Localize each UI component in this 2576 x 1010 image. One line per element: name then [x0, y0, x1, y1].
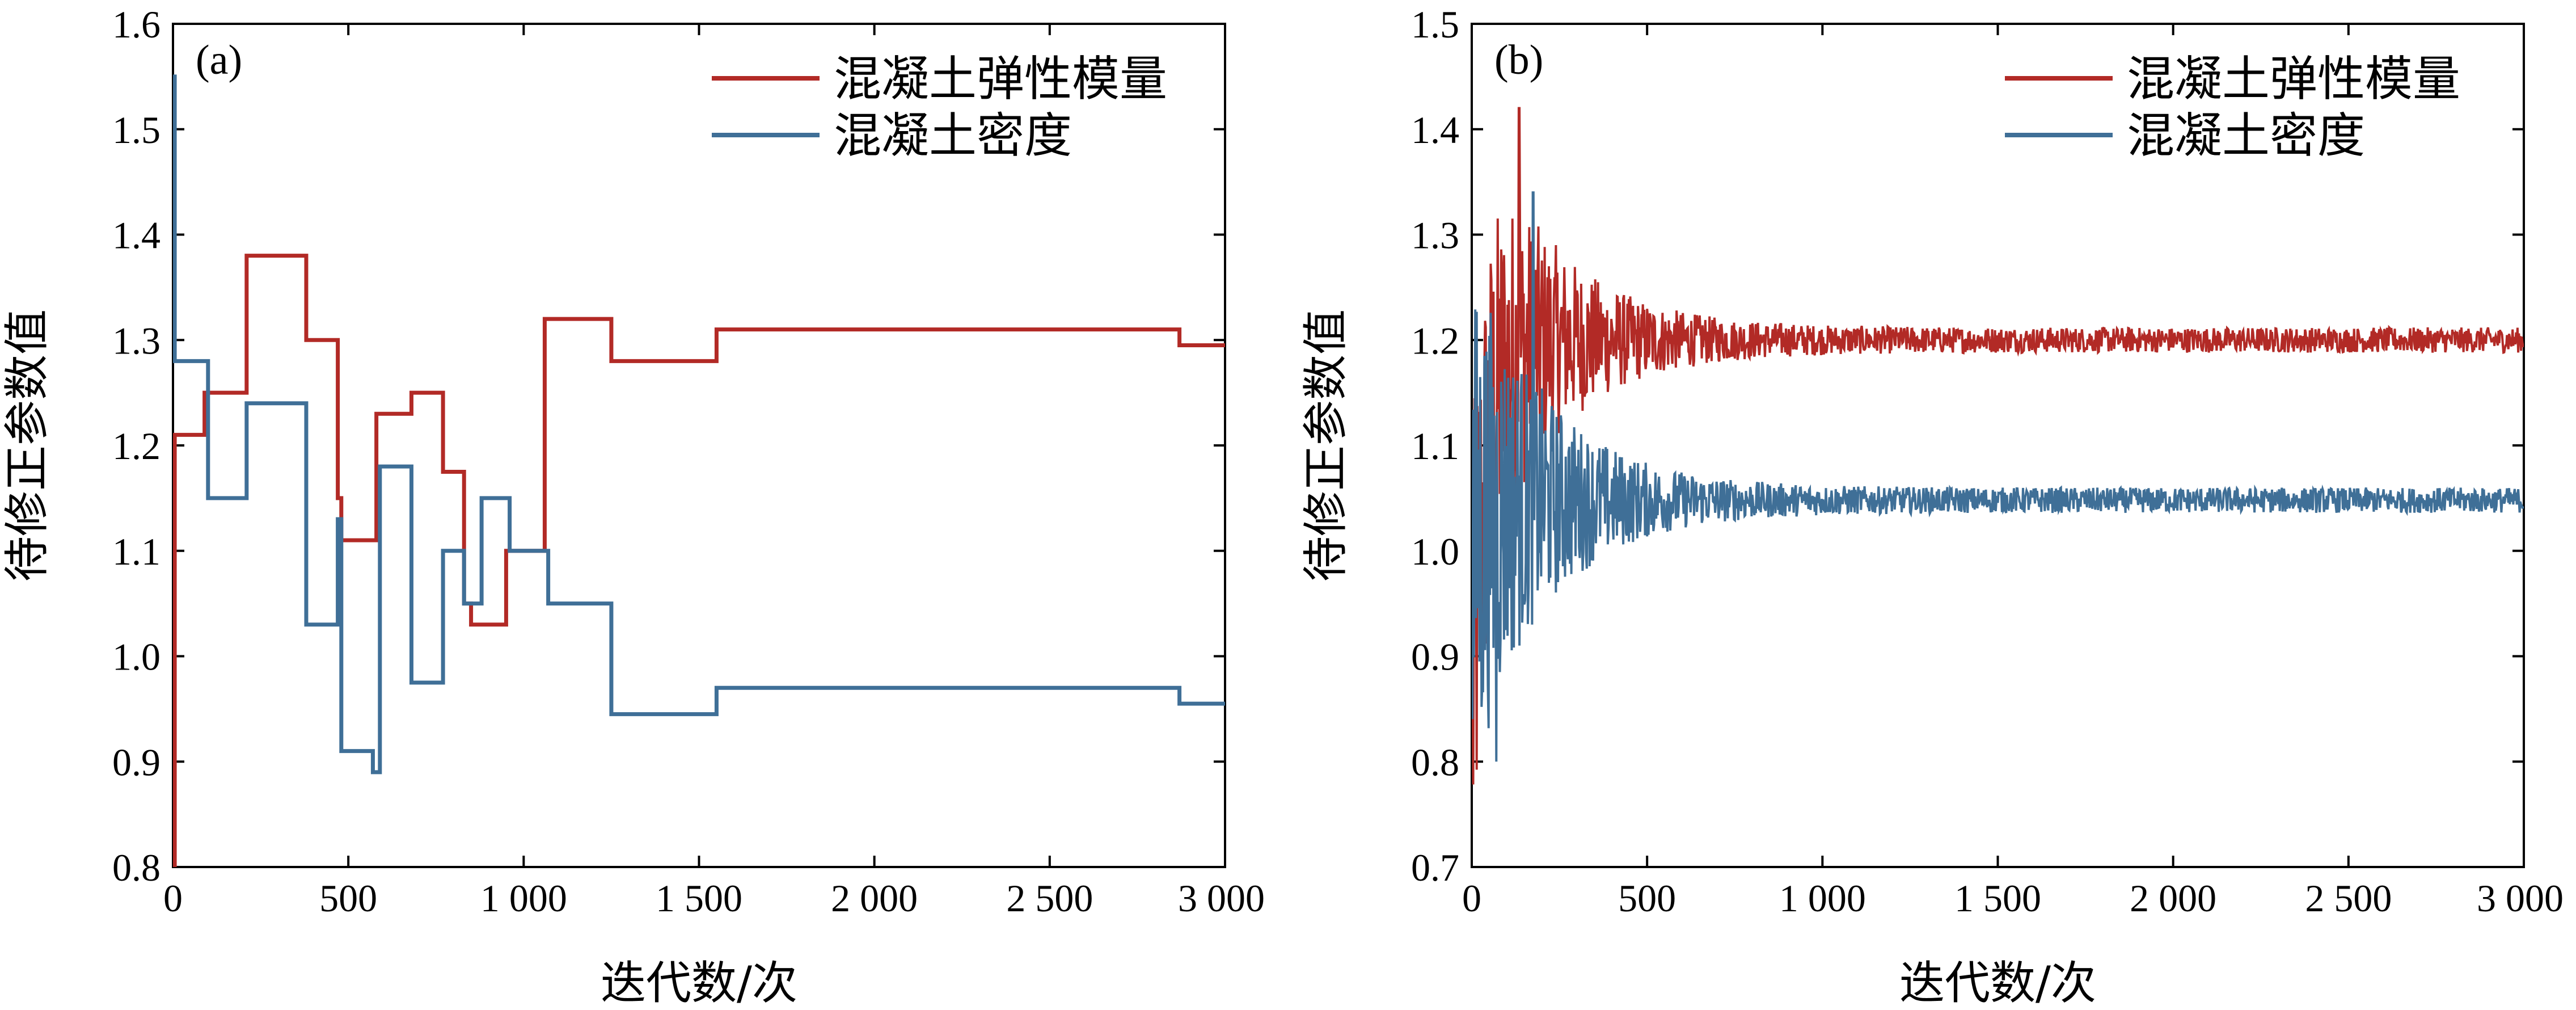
x-tick-label: 0 [163, 877, 183, 920]
x-tick-label: 3 000 [2477, 877, 2564, 920]
y-tick-label: 1.1 [112, 530, 161, 573]
y-tick-label: 1.2 [1411, 319, 1459, 362]
series-group [173, 74, 1225, 867]
x-axis-label: 迭代数/次 [1899, 957, 2096, 1009]
y-axis-label: 待修正参数值 [1, 309, 53, 582]
plot-frame [1471, 23, 2525, 868]
series-line-elastic-modulus [1472, 107, 2524, 785]
chart-panel-a: 0 500 1 000 1 500 2 000 2 500 3 000 0.8 0.9 1.0 1.… [1, 3, 1265, 1009]
x-tick-label: 500 [319, 877, 377, 920]
y-tick-label: 1.3 [112, 319, 161, 362]
panel-label: (b) [1494, 37, 1543, 83]
y-tick-label: 1.5 [1411, 3, 1459, 46]
chart-panel-b: 0 500 1 000 1 500 2 000 2 500 3 000 0.7 0.8 0.9 1.… [1299, 3, 2564, 1009]
y-tick-label: 1.6 [112, 3, 161, 46]
y-tick-label: 1.0 [112, 636, 161, 679]
y-tick-label: 1.2 [112, 424, 161, 468]
y-tick-label: 0.9 [1411, 636, 1459, 679]
y-tick-label: 0.8 [112, 846, 161, 889]
y-tick-label: 0.7 [1411, 846, 1459, 889]
y-tick-label: 1.5 [112, 108, 161, 152]
series-line-density [1472, 191, 2524, 762]
x-tick-label: 2 000 [831, 877, 918, 920]
series-group [1472, 107, 2524, 785]
y-tick-label: 0.9 [112, 740, 161, 784]
y-axis-label: 待修正参数值 [1299, 309, 1352, 582]
legend-label: 混凝土弹性模量 [834, 51, 1167, 107]
legend-label: 混凝土密度 [2127, 108, 2365, 163]
y-tick-label: 1.1 [1411, 424, 1459, 468]
y-tick-label: 1.0 [1411, 530, 1459, 573]
y-tick-label: 1.4 [1411, 108, 1459, 152]
x-tick-label: 2 500 [1006, 877, 1093, 920]
series-line-density [173, 74, 1225, 775]
x-tick-label: 500 [1618, 877, 1676, 920]
legend-label: 混凝土弹性模量 [2127, 51, 2460, 107]
panel-label: (a) [196, 37, 242, 83]
x-tick-label: 2 000 [2130, 877, 2216, 920]
x-tick-label: 1 000 [1779, 877, 1866, 920]
legend-label: 混凝土密度 [834, 108, 1072, 163]
series-line-elastic-modulus [173, 254, 1225, 867]
x-tick-label: 1 000 [480, 877, 567, 920]
x-tick-label: 1 500 [1954, 877, 2041, 920]
x-tick-label: 2 500 [2305, 877, 2392, 920]
x-axis-label: 迭代数/次 [601, 957, 797, 1009]
x-tick-label: 0 [1462, 877, 1481, 920]
y-tick-label: 1.3 [1411, 214, 1459, 257]
y-tick-label: 0.8 [1411, 740, 1459, 784]
y-tick-label: 1.4 [112, 214, 161, 257]
x-tick-label: 1 500 [656, 877, 742, 920]
x-tick-label: 3 000 [1178, 877, 1265, 920]
